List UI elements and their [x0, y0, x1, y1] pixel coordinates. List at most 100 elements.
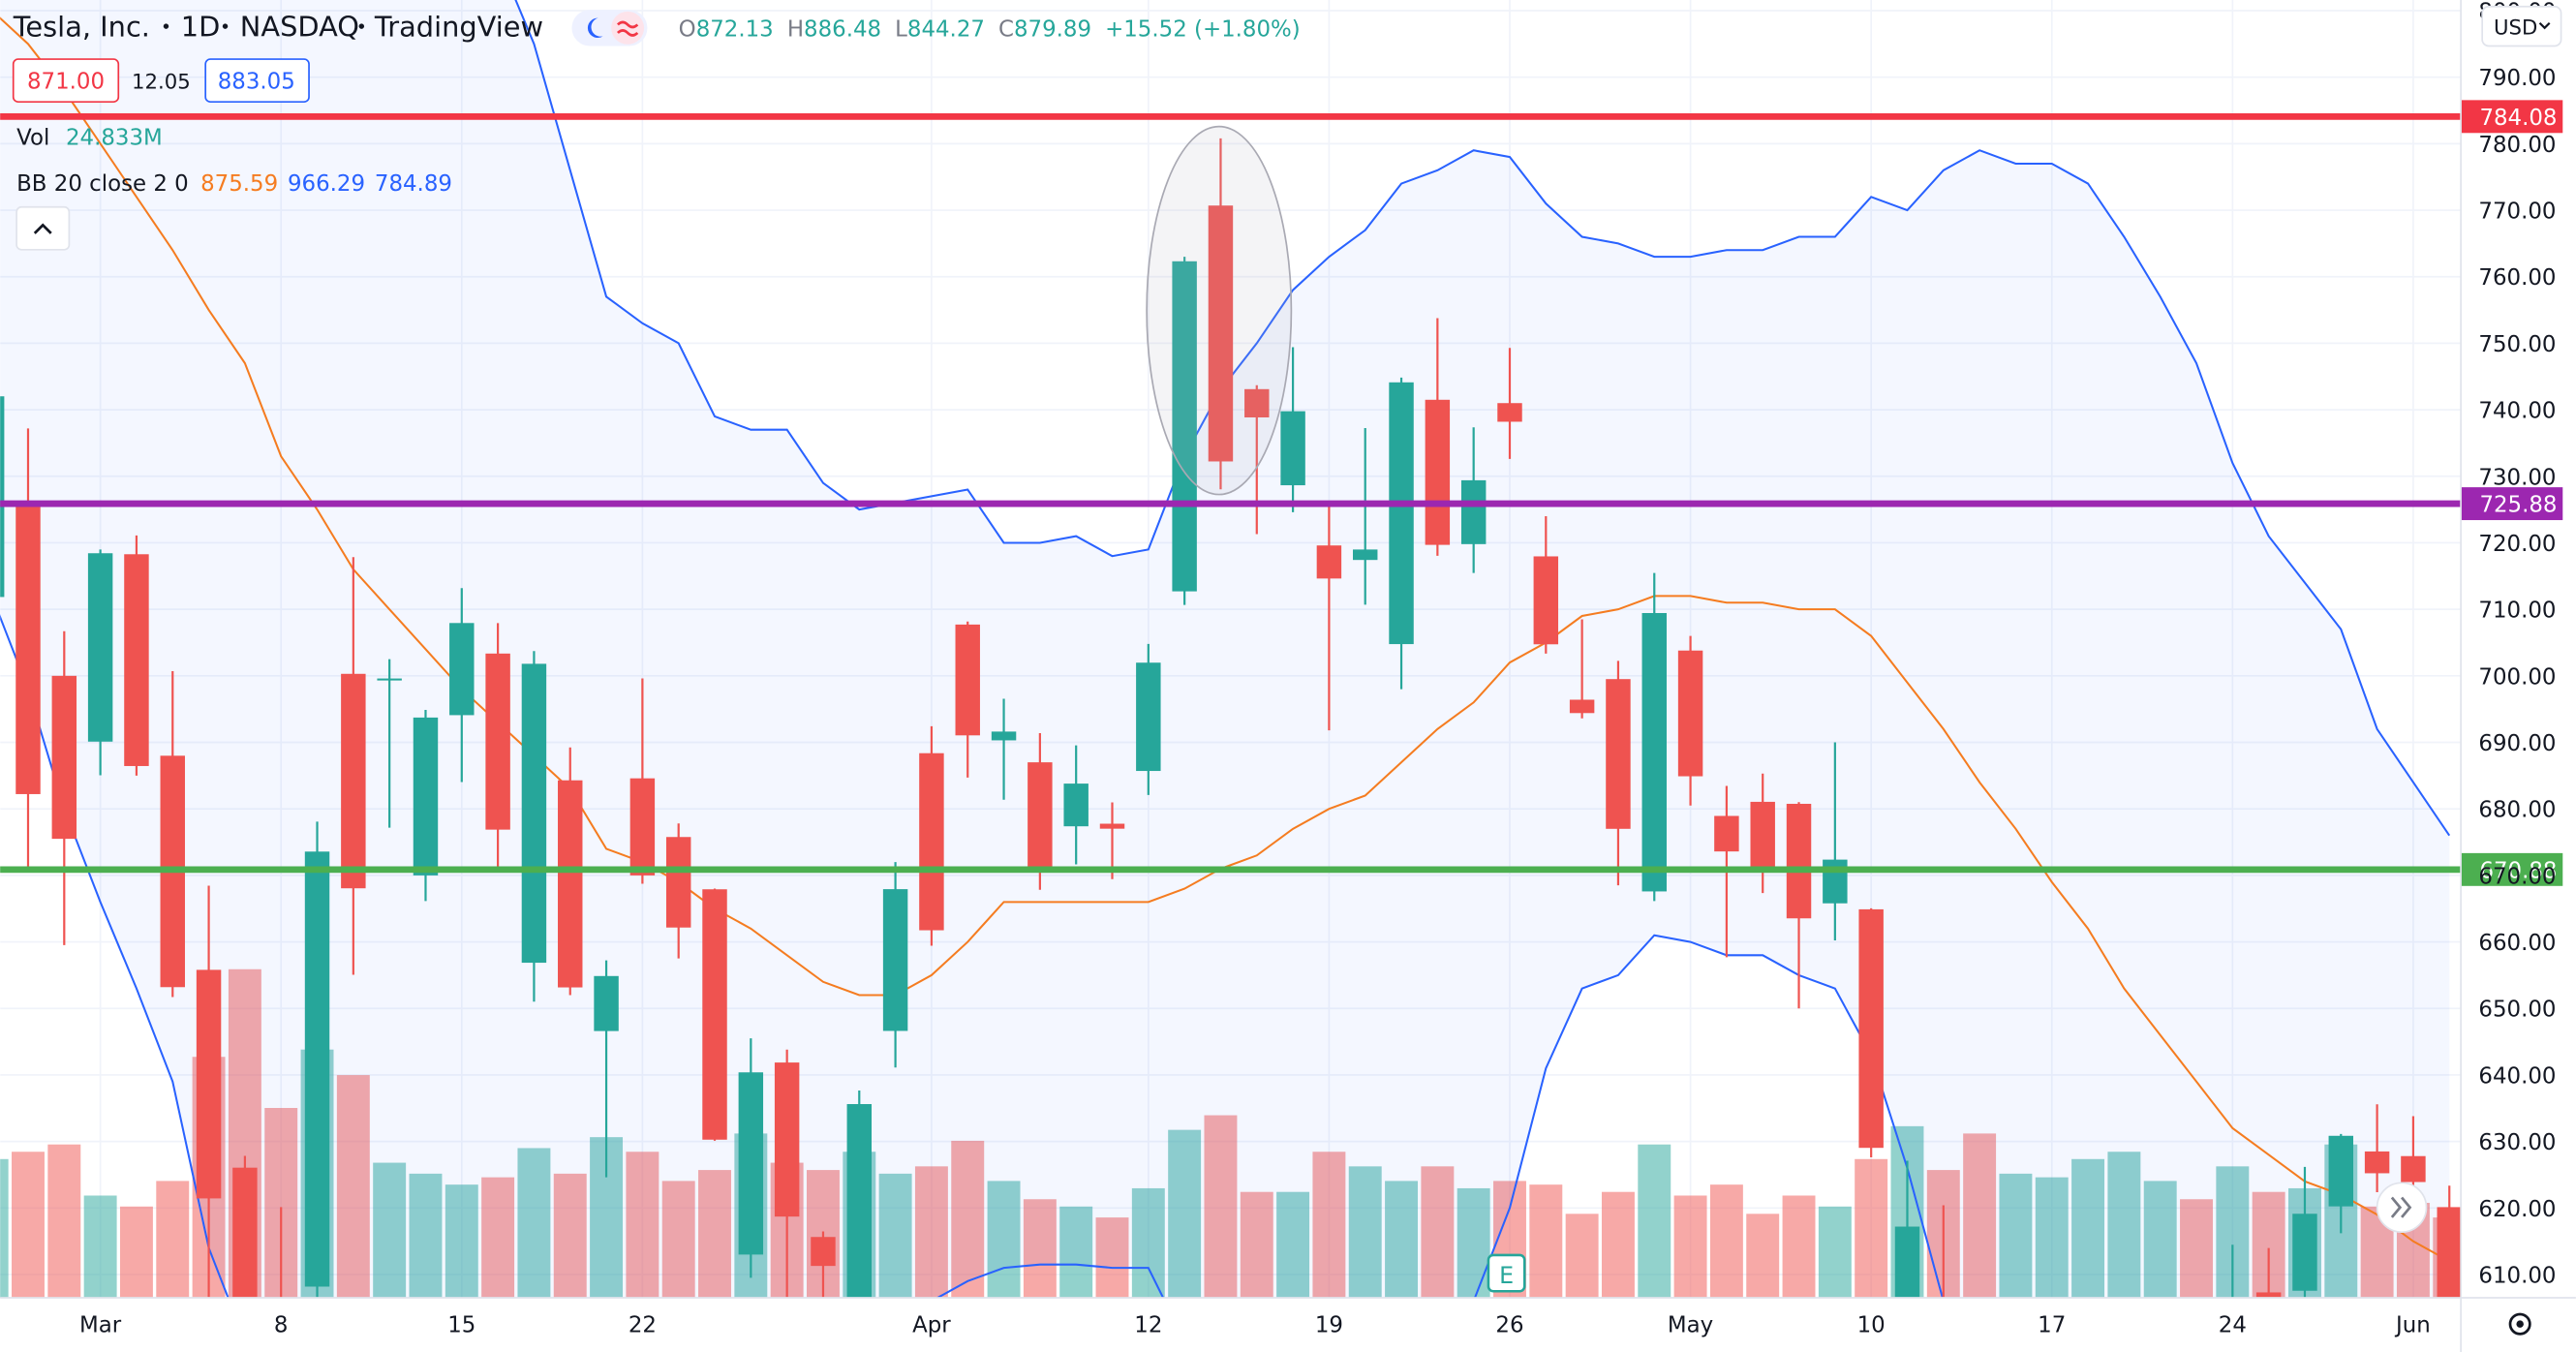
volume-bar	[1168, 1129, 1202, 1299]
x-tick-label: Mar	[79, 1313, 122, 1338]
highlight-ellipse	[1146, 125, 1293, 496]
candle-body	[1497, 403, 1522, 422]
settings-button[interactable]	[2508, 1312, 2531, 1336]
volume-bar	[12, 1152, 45, 1299]
market-icon	[587, 17, 603, 39]
candle-body	[1244, 388, 1270, 417]
y-tick-label: 780.00	[2478, 133, 2556, 158]
candle-body	[1750, 801, 1775, 870]
symbol-name: Tesla, Inc.	[13, 10, 150, 43]
buy-price[interactable]: 883.05	[218, 70, 295, 95]
candle-body	[955, 624, 980, 736]
candle-body	[629, 778, 656, 876]
ohlc-value: 844.27	[907, 16, 985, 42]
volume-bar	[481, 1177, 515, 1299]
x-tick-label: 19	[1315, 1313, 1343, 1338]
candle-body	[882, 889, 908, 1031]
volume-bar	[1131, 1187, 1165, 1299]
y-tick-label: 750.00	[2478, 332, 2556, 357]
volume-bar	[1204, 1115, 1238, 1299]
price-line-label-box	[2461, 100, 2563, 134]
settings-icon	[2508, 1312, 2531, 1336]
volume-bar	[445, 1184, 478, 1299]
collapse-icon	[33, 223, 52, 234]
x-tick-label: Apr	[912, 1313, 951, 1338]
y-tick-label: 650.00	[2478, 998, 2556, 1023]
candle-body	[811, 1237, 836, 1267]
volume-bar	[1963, 1133, 1997, 1299]
volume-bar	[156, 1181, 190, 1299]
separator	[222, 23, 229, 29]
volume-bar	[2180, 1199, 2213, 1299]
price-line-label: 670.88	[2479, 858, 2557, 883]
volume-bar	[2035, 1177, 2069, 1299]
volume-bar	[698, 1170, 731, 1299]
volume-bar	[1855, 1158, 1888, 1299]
realtime-icon	[611, 11, 645, 45]
volume-bar	[1673, 1195, 1707, 1299]
candle-body	[702, 889, 727, 1140]
currency-button[interactable]	[2481, 5, 2562, 47]
candle-body	[2437, 1207, 2462, 1299]
status-icons	[571, 10, 648, 46]
x-tick-label: 8	[274, 1313, 289, 1338]
y-tick-label: 720.00	[2478, 532, 2556, 557]
separator	[358, 23, 365, 29]
volume-bar	[1782, 1195, 1816, 1299]
price-line-label: 725.88	[2479, 493, 2557, 518]
candle-body	[449, 623, 475, 716]
volume-bar	[1638, 1144, 1671, 1299]
volume-bar	[1529, 1184, 1563, 1299]
candle-body	[1786, 803, 1812, 919]
candle-body	[1858, 908, 1884, 1149]
volume-bar	[914, 1166, 948, 1299]
candle-body	[413, 717, 439, 876]
y-tick-label: 710.00	[2478, 599, 2556, 624]
candle-body	[124, 554, 149, 766]
volume-bar	[0, 1158, 9, 1299]
candle-body	[2364, 1151, 2390, 1174]
volume-bar	[1240, 1191, 1273, 1299]
volume-bar	[1601, 1191, 1635, 1299]
candle-body	[2401, 1155, 2426, 1183]
volume-bar	[517, 1148, 551, 1299]
exchange: NASDAQ	[240, 10, 359, 43]
y-tick-label: 610.00	[2478, 1263, 2556, 1288]
candle-body	[304, 851, 330, 1287]
separator	[163, 23, 169, 29]
ohlc-label: L	[895, 16, 907, 42]
currency[interactable]: USD	[2494, 15, 2537, 40]
earnings-marker[interactable]: E	[1499, 1262, 1514, 1289]
scroll-icon	[2390, 1196, 2412, 1218]
candle-body	[774, 1062, 800, 1217]
ohlc-legend: O872.13 H886.48 L844.27 C879.89 +15.52 (…	[679, 16, 1301, 42]
earnings-badge[interactable]	[1487, 1253, 1526, 1293]
candle-body	[1460, 479, 1487, 544]
ohlc-value: 886.48	[804, 16, 881, 42]
candle-body	[232, 1167, 258, 1299]
buy-button[interactable]	[204, 58, 310, 104]
volume-bar	[878, 1173, 912, 1299]
candle-body	[1641, 612, 1667, 892]
source: TradingView	[374, 10, 543, 43]
y-tick-label: 730.00	[2478, 465, 2556, 490]
price-lines: 784.08 725.88 670.88	[0, 100, 2563, 886]
volume-bar	[661, 1181, 695, 1299]
volume-bar	[1746, 1214, 1780, 1299]
volume-bar	[2107, 1152, 2141, 1299]
candle-body	[1063, 784, 1089, 827]
candle-body	[1569, 699, 1595, 714]
x-tick-label: Jun	[2394, 1313, 2431, 1338]
collapse-button[interactable]	[15, 205, 71, 251]
volume-legend-value: 24.833M	[66, 125, 163, 150]
sell-price[interactable]: 871.00	[27, 70, 105, 95]
candle-body	[846, 1104, 873, 1299]
sell-button[interactable]	[12, 58, 120, 104]
volume-bar	[373, 1162, 407, 1299]
volume-bar	[336, 1075, 370, 1299]
candle-body	[2255, 1292, 2282, 1299]
candle-body	[919, 753, 944, 931]
candle-body	[1280, 411, 1305, 486]
